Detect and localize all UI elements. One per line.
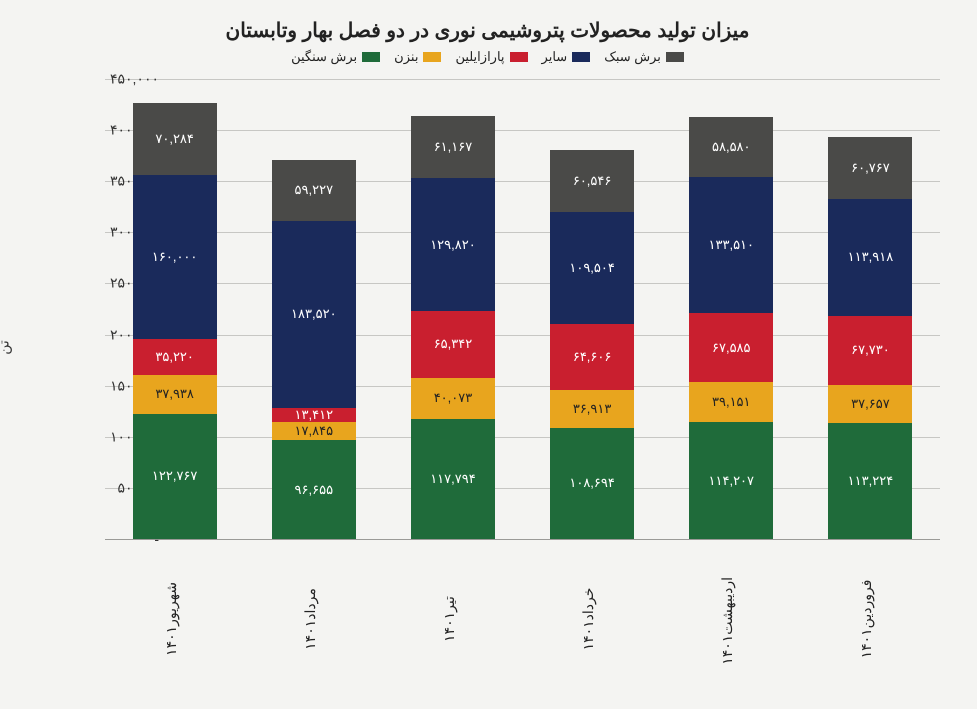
plot-area: تن -۵۰,۰۰۰۱۰۰,۰۰۰۱۵۰,۰۰۰۲۰۰,۰۰۰۲۵۰,۰۰۰۳۰… <box>36 79 941 599</box>
x-tick-label: شهریور۱۴۰۱ <box>164 577 188 661</box>
bar-segment: ۱۱۳,۹۱۸ <box>829 199 913 315</box>
legend-item: برش سبک <box>605 49 685 65</box>
bar-segment: ۷۰,۲۸۴ <box>134 103 218 175</box>
legend-label: بنزن <box>395 49 419 65</box>
bar-segment: ۱۱۷,۷۹۴ <box>412 419 496 539</box>
x-tick-label: مرداد۱۴۰۱ <box>303 577 327 661</box>
segment-value: ۱۳۳,۵۱۰ <box>710 237 756 253</box>
x-tick-label: خرداد۱۴۰۱ <box>581 577 605 661</box>
segment-value: ۶۵,۳۴۲ <box>435 336 474 352</box>
x-tick-label: تیر۱۴۰۱ <box>442 577 466 661</box>
segment-value: ۴۰,۰۷۳ <box>435 390 474 406</box>
segment-value: ۶۱,۱۶۷ <box>435 139 474 155</box>
bar-segment: ۶۷,۵۸۵ <box>690 313 774 382</box>
bar-segment: ۶۰,۵۴۶ <box>551 150 635 212</box>
bar: ۷۰,۲۸۴ ۱۶۰,۰۰۰ ۳۵,۲۲۰ ۳۷,۹۳۸ ۱۲۲,۷۶۷ <box>134 103 218 539</box>
bar: ۶۰,۷۶۷ ۱۱۳,۹۱۸ ۶۷,۷۳۰ ۳۷,۶۵۷ ۱۱۳,۲۲۴ <box>829 137 913 539</box>
legend-swatch <box>424 52 442 62</box>
segment-value: ۵۸,۵۸۰ <box>713 139 752 155</box>
segment-value: ۱۱۳,۲۲۴ <box>849 473 895 489</box>
bar-segment: ۶۰,۷۶۷ <box>829 137 913 199</box>
bar-segment: ۶۷,۷۳۰ <box>829 316 913 385</box>
bar-segment: ۳۷,۹۳۸ <box>134 375 218 414</box>
bar-segment: ۱۲۲,۷۶۷ <box>134 414 218 539</box>
bar-segment: ۱۳,۴۱۲ <box>273 408 357 422</box>
segment-value: ۱۳,۴۱۲ <box>296 408 335 422</box>
legend-item: پارازایلین <box>456 49 528 65</box>
legend-item: برش سنگین <box>292 49 381 65</box>
segment-value: ۶۰,۷۶۷ <box>852 160 891 176</box>
bar-segment: ۳۹,۱۵۱ <box>690 382 774 422</box>
bar-segment: ۳۵,۲۲۰ <box>134 339 218 375</box>
segment-value: ۱۲۹,۸۲۰ <box>431 237 477 253</box>
segment-value: ۶۷,۷۳۰ <box>852 342 891 358</box>
bar-segment: ۱۷,۸۴۵ <box>273 422 357 440</box>
segment-value: ۱۲۲,۷۶۷ <box>153 468 199 484</box>
x-tick-label: اردیبهشت۱۴۰۱ <box>720 577 744 661</box>
segment-value: ۹۶,۶۵۵ <box>296 482 335 498</box>
legend-label: پارازایلین <box>456 49 505 65</box>
segment-value: ۱۱۴,۲۰۷ <box>710 473 756 489</box>
segment-value: ۱۶۰,۰۰۰ <box>153 249 199 265</box>
legend-swatch <box>573 52 591 62</box>
bar-segment: ۹۶,۶۵۵ <box>273 440 357 539</box>
bar-segment: ۱۰۹,۵۰۴ <box>551 212 635 324</box>
segment-value: ۱۱۳,۹۱۸ <box>849 249 895 265</box>
segment-value: ۶۷,۵۸۵ <box>713 340 752 356</box>
bar-segment: ۵۸,۵۸۰ <box>690 117 774 177</box>
legend-item: سایر <box>543 49 592 65</box>
bar-segment: ۱۳۳,۵۱۰ <box>690 177 774 313</box>
segment-value: ۱۱۷,۷۹۴ <box>431 471 477 487</box>
bar-segment: ۳۶,۹۱۳ <box>551 390 635 428</box>
legend-swatch <box>363 52 381 62</box>
legend-swatch <box>667 52 685 62</box>
segment-value: ۵۹,۲۲۷ <box>296 182 335 198</box>
y-axis-title: تن <box>0 340 13 355</box>
bars-group: ۶۰,۷۶۷ ۱۱۳,۹۱۸ ۶۷,۷۳۰ ۳۷,۶۵۷ ۱۱۳,۲۲۴ ۵۸,۵۸۰ ۱۳… <box>106 79 941 539</box>
legend: برش سبک سایر پارازایلین بنزن برش سنگین <box>20 49 957 65</box>
x-tick-label: فروردین۱۴۰۱ <box>859 577 883 661</box>
bar: ۶۱,۱۶۷ ۱۲۹,۸۲۰ ۶۵,۳۴۲ ۴۰,۰۷۳ ۱۱۷,۷۹۴ <box>412 116 496 539</box>
chart-container: میزان تولید محصولات پتروشیمی نوری در دو … <box>0 0 977 709</box>
bar-segment: ۱۱۴,۲۰۷ <box>690 422 774 539</box>
segment-value: ۶۰,۵۴۶ <box>574 173 613 189</box>
segment-value: ۳۶,۹۱۳ <box>574 401 613 417</box>
bar: ۵۹,۲۲۷ ۱۸۳,۵۲۰ ۱۳,۴۱۲۱۷,۸۴۵ ۹۶,۶۵۵ <box>273 160 357 539</box>
segment-value: ۱۰۹,۵۰۴ <box>570 260 616 276</box>
bar: ۶۰,۵۴۶ ۱۰۹,۵۰۴ ۶۴,۶۰۶ ۳۶,۹۱۳ ۱۰۸,۶۹۴ <box>551 150 635 539</box>
bar-segment: ۱۶۰,۰۰۰ <box>134 175 218 339</box>
legend-label: برش سنگین <box>292 49 358 65</box>
legend-swatch <box>511 52 529 62</box>
x-axis-labels: فروردین۱۴۰۱اردیبهشت۱۴۰۱خرداد۱۴۰۱تیر۱۴۰۱م… <box>106 539 941 599</box>
bar-segment: ۶۵,۳۴۲ <box>412 311 496 378</box>
bar-segment: ۶۴,۶۰۶ <box>551 324 635 390</box>
bar: ۵۸,۵۸۰ ۱۳۳,۵۱۰ ۶۷,۵۸۵ ۳۹,۱۵۱ ۱۱۴,۲۰۷ <box>690 117 774 539</box>
segment-value: ۶۴,۶۰۶ <box>574 349 613 365</box>
segment-value: ۱۰۸,۶۹۴ <box>570 475 616 491</box>
bar-segment: ۱۱۳,۲۲۴ <box>829 423 913 539</box>
chart-title: میزان تولید محصولات پتروشیمی نوری در دو … <box>20 18 957 43</box>
bar-segment: ۶۱,۱۶۷ <box>412 116 496 179</box>
legend-label: سایر <box>543 49 569 65</box>
segment-value: ۳۹,۱۵۱ <box>713 394 752 410</box>
bar-segment: ۳۷,۶۵۷ <box>829 385 913 423</box>
bar-segment: ۵۹,۲۲۷ <box>273 160 357 221</box>
bar-segment: ۱۲۹,۸۲۰ <box>412 178 496 311</box>
legend-item: بنزن <box>395 49 442 65</box>
segment-value: ۳۷,۹۳۸ <box>156 386 195 402</box>
segment-value: ۱۸۳,۵۲۰ <box>292 306 338 322</box>
segment-value: ۳۵,۲۲۰ <box>156 349 195 365</box>
segment-value: ۱۷,۸۴۵ <box>296 423 335 439</box>
bar-segment: ۱۸۳,۵۲۰ <box>273 221 357 409</box>
bar-segment: ۴۰,۰۷۳ <box>412 378 496 419</box>
legend-label: برش سبک <box>605 49 662 65</box>
segment-value: ۳۷,۶۵۷ <box>852 396 891 412</box>
bar-segment: ۱۰۸,۶۹۴ <box>551 428 635 539</box>
segment-value: ۷۰,۲۸۴ <box>156 131 195 147</box>
